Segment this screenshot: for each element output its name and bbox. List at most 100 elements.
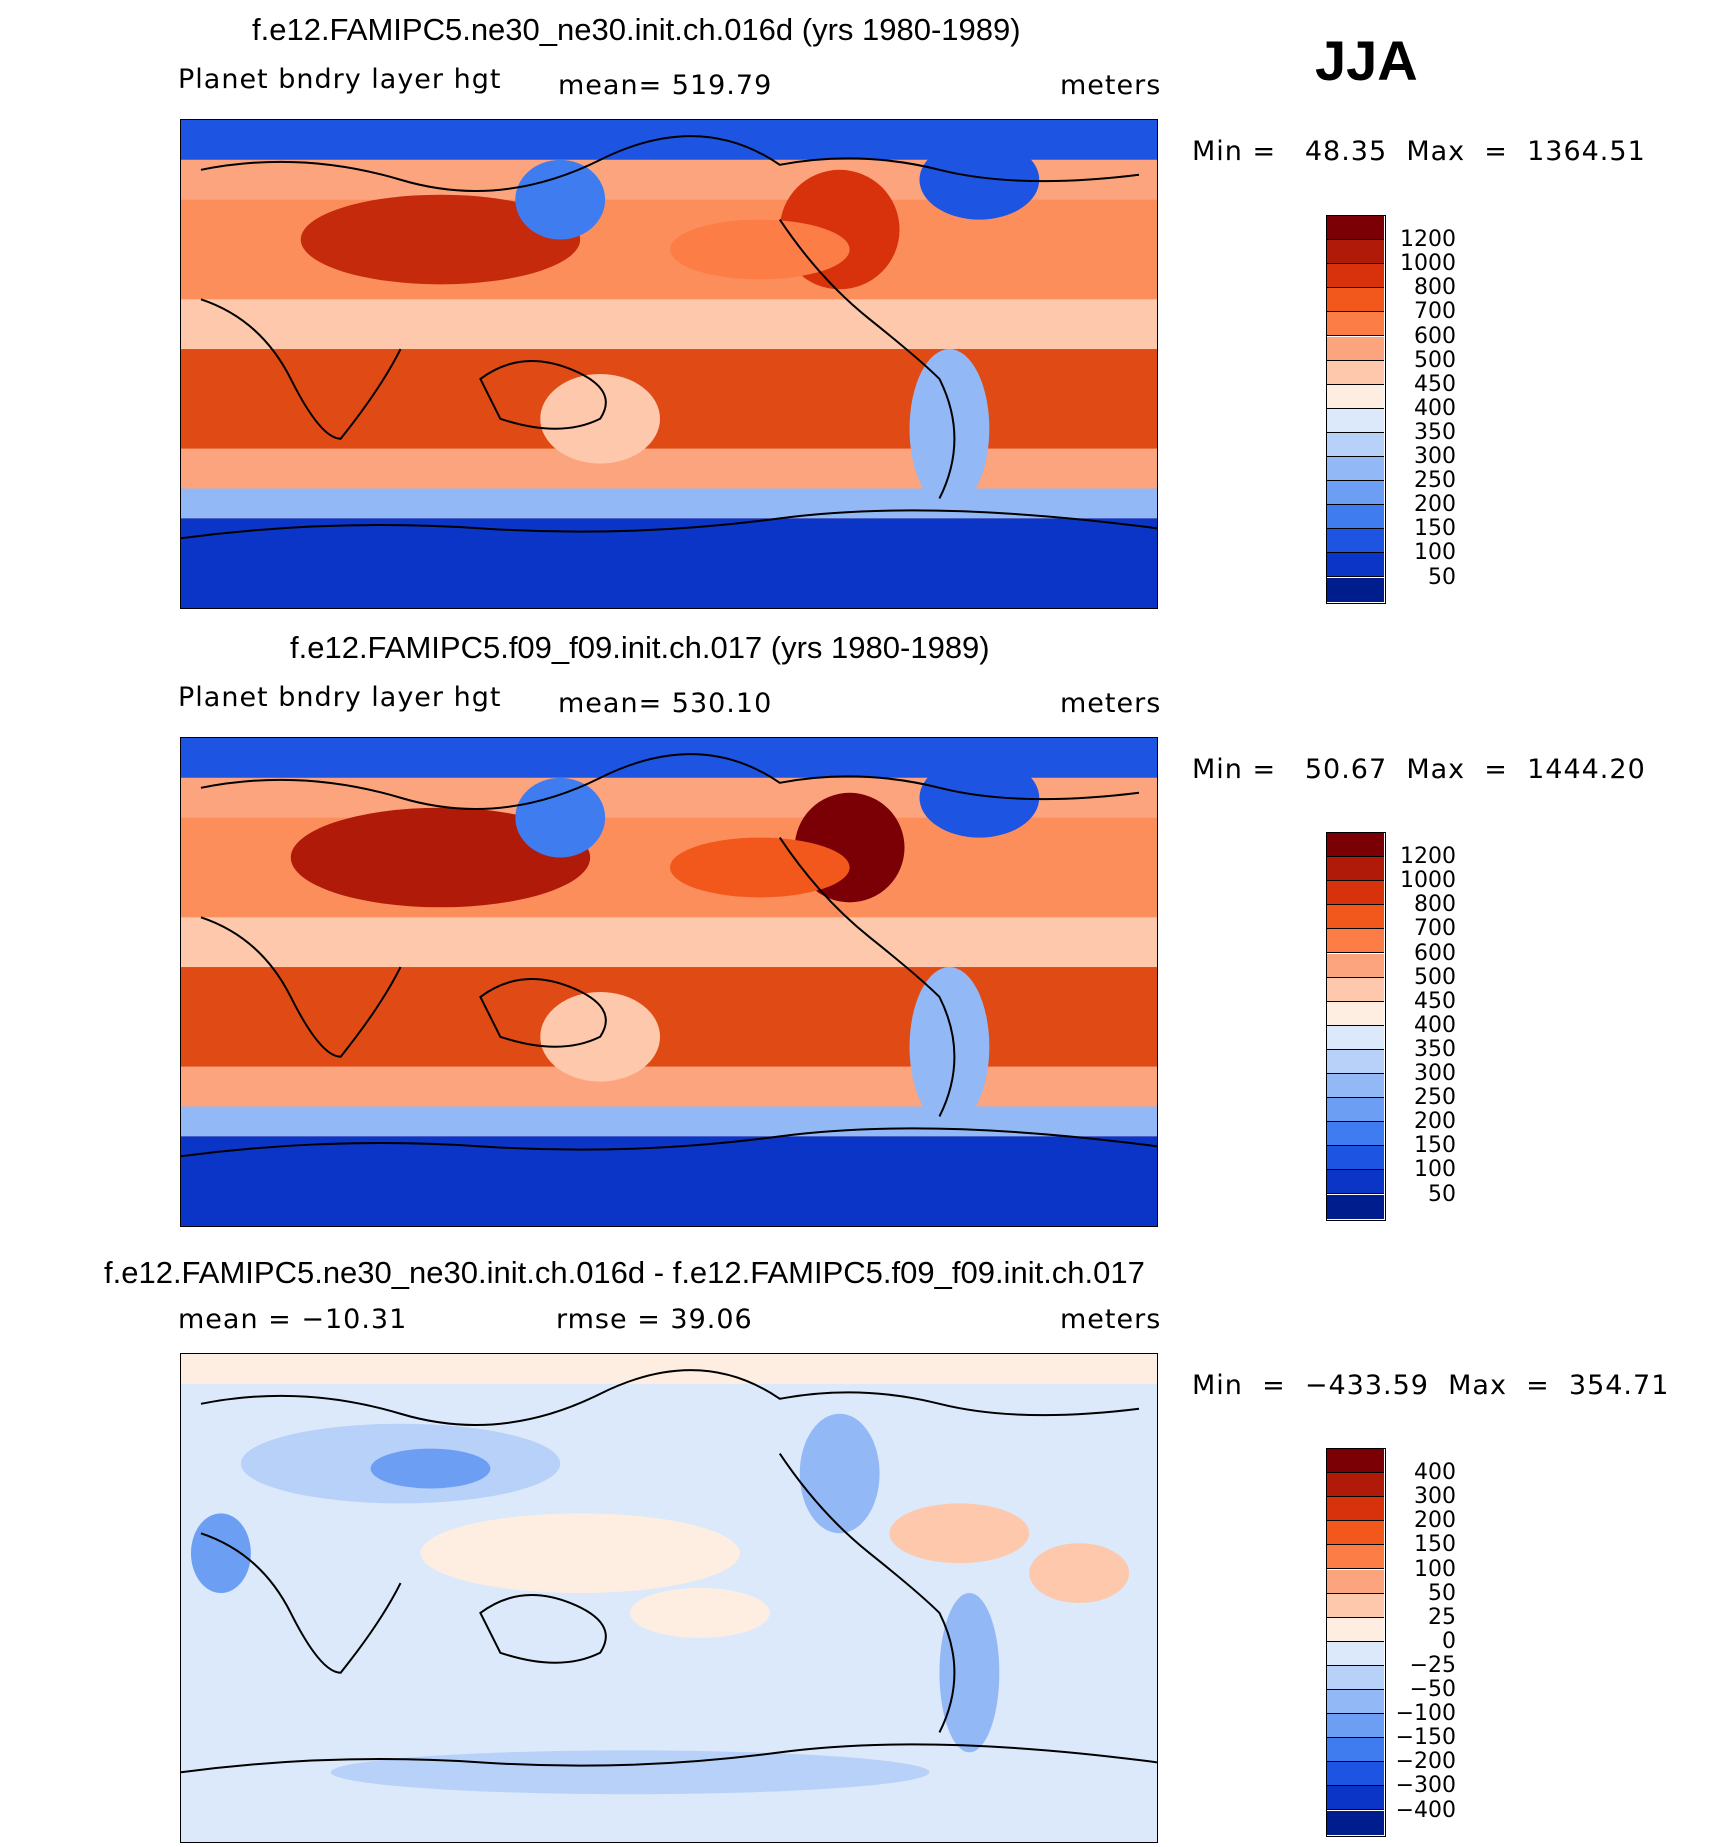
colorbar-tick-label: 50 [1428, 1181, 1456, 1207]
colorbar-tick-label: 1200 [1400, 844, 1456, 870]
colorbar-tick-label: 700 [1414, 916, 1456, 942]
colorbar-level [1327, 1049, 1384, 1074]
colorbar-level [1327, 553, 1384, 578]
colorbar-tick-label: 0 [1442, 1628, 1456, 1654]
panel-1-mean-label: mean= 519.79 [558, 70, 773, 101]
colorbar-level [1327, 1545, 1384, 1570]
colorbar-level [1327, 432, 1384, 457]
colorbar-level [1327, 1146, 1384, 1171]
panel-1-title: f.e12.FAMIPC5.ne30_ne30.init.ch.016d (yr… [252, 12, 1021, 47]
colorbar-tick-label: 1000 [1400, 868, 1456, 894]
panel-3-title: f.e12.FAMIPC5.ne30_ne30.init.ch.016d - f… [104, 1255, 1145, 1290]
panel-2-map [180, 737, 1158, 1227]
colorbar-tick-label: 500 [1414, 347, 1456, 373]
colorbar-tick-label: 300 [1414, 1061, 1456, 1086]
colorbar-level [1327, 408, 1384, 433]
colorbar-tick-label: −200 [1395, 1749, 1456, 1775]
panel-1-min-max: Min = 48.35 Max = 1364.51 [1192, 136, 1646, 167]
colorbar-level [1327, 905, 1384, 930]
colorbar-level [1327, 457, 1384, 482]
colorbar-level [1327, 1738, 1384, 1763]
colorbar-tick-label: 450 [1414, 988, 1456, 1014]
colorbar-level [1327, 481, 1384, 506]
colorbar-tick-label: −25 [1409, 1652, 1456, 1678]
colorbar-tick-label: −400 [1395, 1797, 1456, 1823]
colorbar-tick-label: 700 [1414, 299, 1456, 325]
colorbar-level [1327, 1122, 1384, 1147]
panel-1-units-label: meters [1060, 70, 1162, 101]
colorbar-tick-label: 400 [1414, 1460, 1456, 1486]
colorbar-tick-label: 450 [1414, 371, 1456, 397]
colorbar-level [1327, 264, 1384, 289]
colorbar-tick-label: 50 [1428, 564, 1456, 590]
colorbar-tick-label: 200 [1414, 1109, 1456, 1135]
panel-1-map [180, 119, 1158, 609]
colorbar-level [1327, 1025, 1384, 1050]
colorbar-level [1327, 360, 1384, 385]
colorbar-level [1327, 1449, 1384, 1474]
colorbar-tick-label: 800 [1414, 892, 1456, 918]
colorbar-level [1327, 1690, 1384, 1715]
colorbar-level [1327, 384, 1384, 409]
colorbar-level [1327, 1665, 1384, 1690]
panel-1-variable-label: Planet bndry layer hgt [178, 64, 502, 95]
colorbar-level [1327, 977, 1384, 1002]
colorbar-tick-label: 100 [1414, 1157, 1456, 1183]
colorbar-level [1327, 312, 1384, 337]
colorbar-tick-label: 600 [1414, 323, 1456, 349]
colorbar-level [1327, 1617, 1384, 1642]
colorbar-tick-label: 150 [1414, 1133, 1456, 1159]
colorbar-level [1327, 336, 1384, 361]
colorbar-tick-label: 500 [1414, 964, 1456, 990]
colorbar-level [1327, 1001, 1384, 1026]
colorbar-level [1327, 1569, 1384, 1594]
colorbar-level [1327, 833, 1384, 858]
panel-2-min-max: Min = 50.67 Max = 1444.20 [1192, 754, 1646, 785]
colorbar-level [1327, 505, 1384, 530]
colorbar-level [1327, 1593, 1384, 1618]
colorbar-tick-label: −50 [1409, 1677, 1456, 1702]
colorbar-tick-label: 1200 [1400, 227, 1456, 253]
panel-2-variable-label: Planet bndry layer hgt [178, 682, 502, 713]
colorbar-tick-label: 800 [1414, 275, 1456, 301]
colorbar-level [1327, 1074, 1384, 1099]
colorbar-level [1327, 216, 1384, 241]
colorbar-level [1327, 529, 1384, 554]
colorbar-frame [1326, 832, 1386, 1221]
colorbar-level [1327, 288, 1384, 313]
panel-2-title: f.e12.FAMIPC5.f09_f09.init.ch.017 (yrs 1… [290, 630, 990, 665]
panel-2-units-label: meters [1060, 688, 1162, 719]
colorbar-tick-label: 1000 [1400, 251, 1456, 277]
panel-3-mean-label: mean = −10.31 [178, 1304, 408, 1335]
colorbar-tick-label: −100 [1395, 1701, 1456, 1727]
colorbar-tick-label: −150 [1395, 1725, 1456, 1751]
colorbar-level [1327, 1521, 1384, 1546]
colorbar-tick-label: 50 [1428, 1580, 1456, 1606]
colorbar-tick-label: 400 [1414, 1012, 1456, 1038]
colorbar-tick-label: 150 [1414, 516, 1456, 542]
colorbar-level [1327, 240, 1384, 265]
colorbar-level [1327, 1641, 1384, 1666]
colorbar-level [1327, 1473, 1384, 1498]
colorbar-tick-label: 300 [1414, 1484, 1456, 1510]
panel-3-rmse-label: rmse = 39.06 [556, 1304, 753, 1335]
panel-3-units-label: meters [1060, 1304, 1162, 1335]
colorbar-frame [1326, 215, 1386, 604]
panel-2-mean-label: mean= 530.10 [558, 688, 773, 719]
colorbar-level [1327, 1714, 1384, 1739]
colorbar-tick-label: 600 [1414, 940, 1456, 966]
panel-3-map [180, 1353, 1158, 1843]
colorbar-frame [1326, 1448, 1386, 1837]
colorbar-level [1327, 857, 1384, 882]
colorbar-tick-label: 400 [1414, 395, 1456, 421]
colorbar-tick-label: 200 [1414, 492, 1456, 518]
colorbar-tick-label: 100 [1414, 540, 1456, 566]
colorbar-tick-label: 250 [1414, 1085, 1456, 1111]
colorbar-level [1327, 577, 1384, 602]
colorbar-level [1327, 881, 1384, 906]
panel-3-map-graphic [181, 1354, 1157, 1842]
colorbar-level [1327, 1098, 1384, 1123]
colorbar-level [1327, 1786, 1384, 1811]
season-label: JJA [1315, 29, 1418, 92]
colorbar-tick-label: 250 [1414, 468, 1456, 494]
